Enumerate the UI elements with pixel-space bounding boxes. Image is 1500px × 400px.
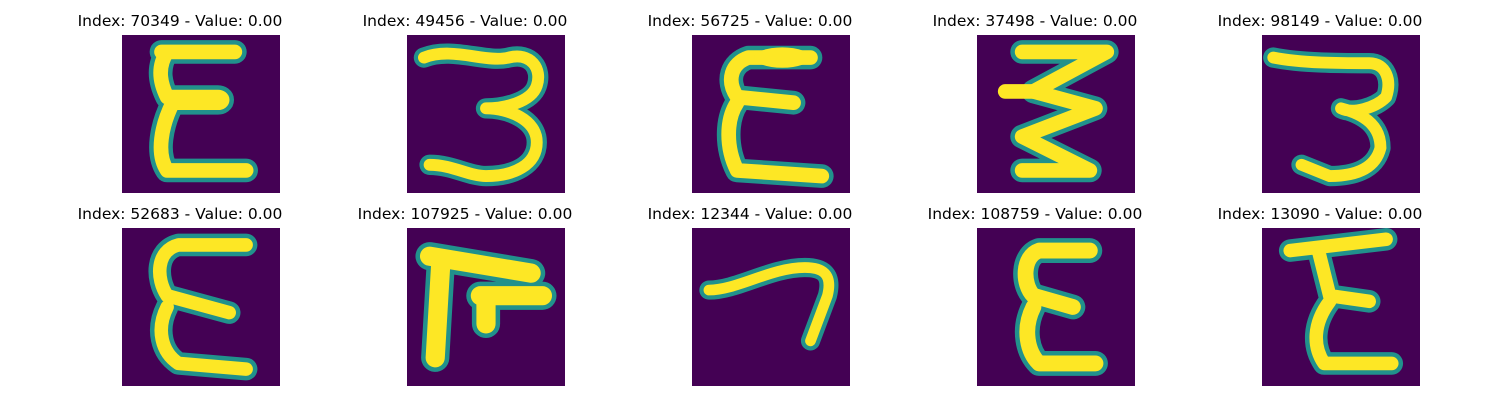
panel-52683: Index: 52683 - Value: 0.00 bbox=[30, 205, 330, 395]
panel-title: Index: 52683 - Value: 0.00 bbox=[77, 205, 283, 223]
panel-title: Index: 56725 - Value: 0.00 bbox=[647, 12, 853, 30]
panel-49456: Index: 49456 - Value: 0.00 bbox=[315, 12, 615, 202]
handwritten-glyph-image bbox=[692, 228, 850, 386]
handwritten-glyph-image bbox=[122, 35, 280, 193]
panel-title: Index: 13090 - Value: 0.00 bbox=[1217, 205, 1423, 223]
panel-98149: Index: 98149 - Value: 0.00 bbox=[1170, 12, 1470, 202]
handwritten-glyph-image bbox=[692, 35, 850, 193]
handwritten-glyph-image bbox=[1262, 228, 1420, 386]
handwritten-glyph-image bbox=[407, 228, 565, 386]
panel-13090: Index: 13090 - Value: 0.00 bbox=[1170, 205, 1470, 395]
panel-title: Index: 37498 - Value: 0.00 bbox=[932, 12, 1138, 30]
panel-title: Index: 12344 - Value: 0.00 bbox=[647, 205, 853, 223]
panel-12344: Index: 12344 - Value: 0.00 bbox=[600, 205, 900, 395]
panel-107925: Index: 107925 - Value: 0.00 bbox=[315, 205, 615, 395]
panel-title: Index: 49456 - Value: 0.00 bbox=[362, 12, 568, 30]
panel-title: Index: 107925 - Value: 0.00 bbox=[357, 205, 573, 223]
panel-70349: Index: 70349 - Value: 0.00 bbox=[30, 12, 330, 202]
handwritten-glyph-image bbox=[1262, 35, 1420, 193]
panel-title: Index: 108759 - Value: 0.00 bbox=[927, 205, 1143, 223]
handwritten-glyph-image bbox=[407, 35, 565, 193]
handwritten-glyph-image bbox=[977, 228, 1135, 386]
handwritten-glyph-image bbox=[977, 35, 1135, 193]
panel-37498: Index: 37498 - Value: 0.00 bbox=[885, 12, 1185, 202]
panel-56725: Index: 56725 - Value: 0.00 bbox=[600, 12, 900, 202]
panel-title: Index: 98149 - Value: 0.00 bbox=[1217, 12, 1423, 30]
panel-title: Index: 70349 - Value: 0.00 bbox=[77, 12, 283, 30]
panel-108759: Index: 108759 - Value: 0.00 bbox=[885, 205, 1185, 395]
handwritten-glyph-image bbox=[122, 228, 280, 386]
